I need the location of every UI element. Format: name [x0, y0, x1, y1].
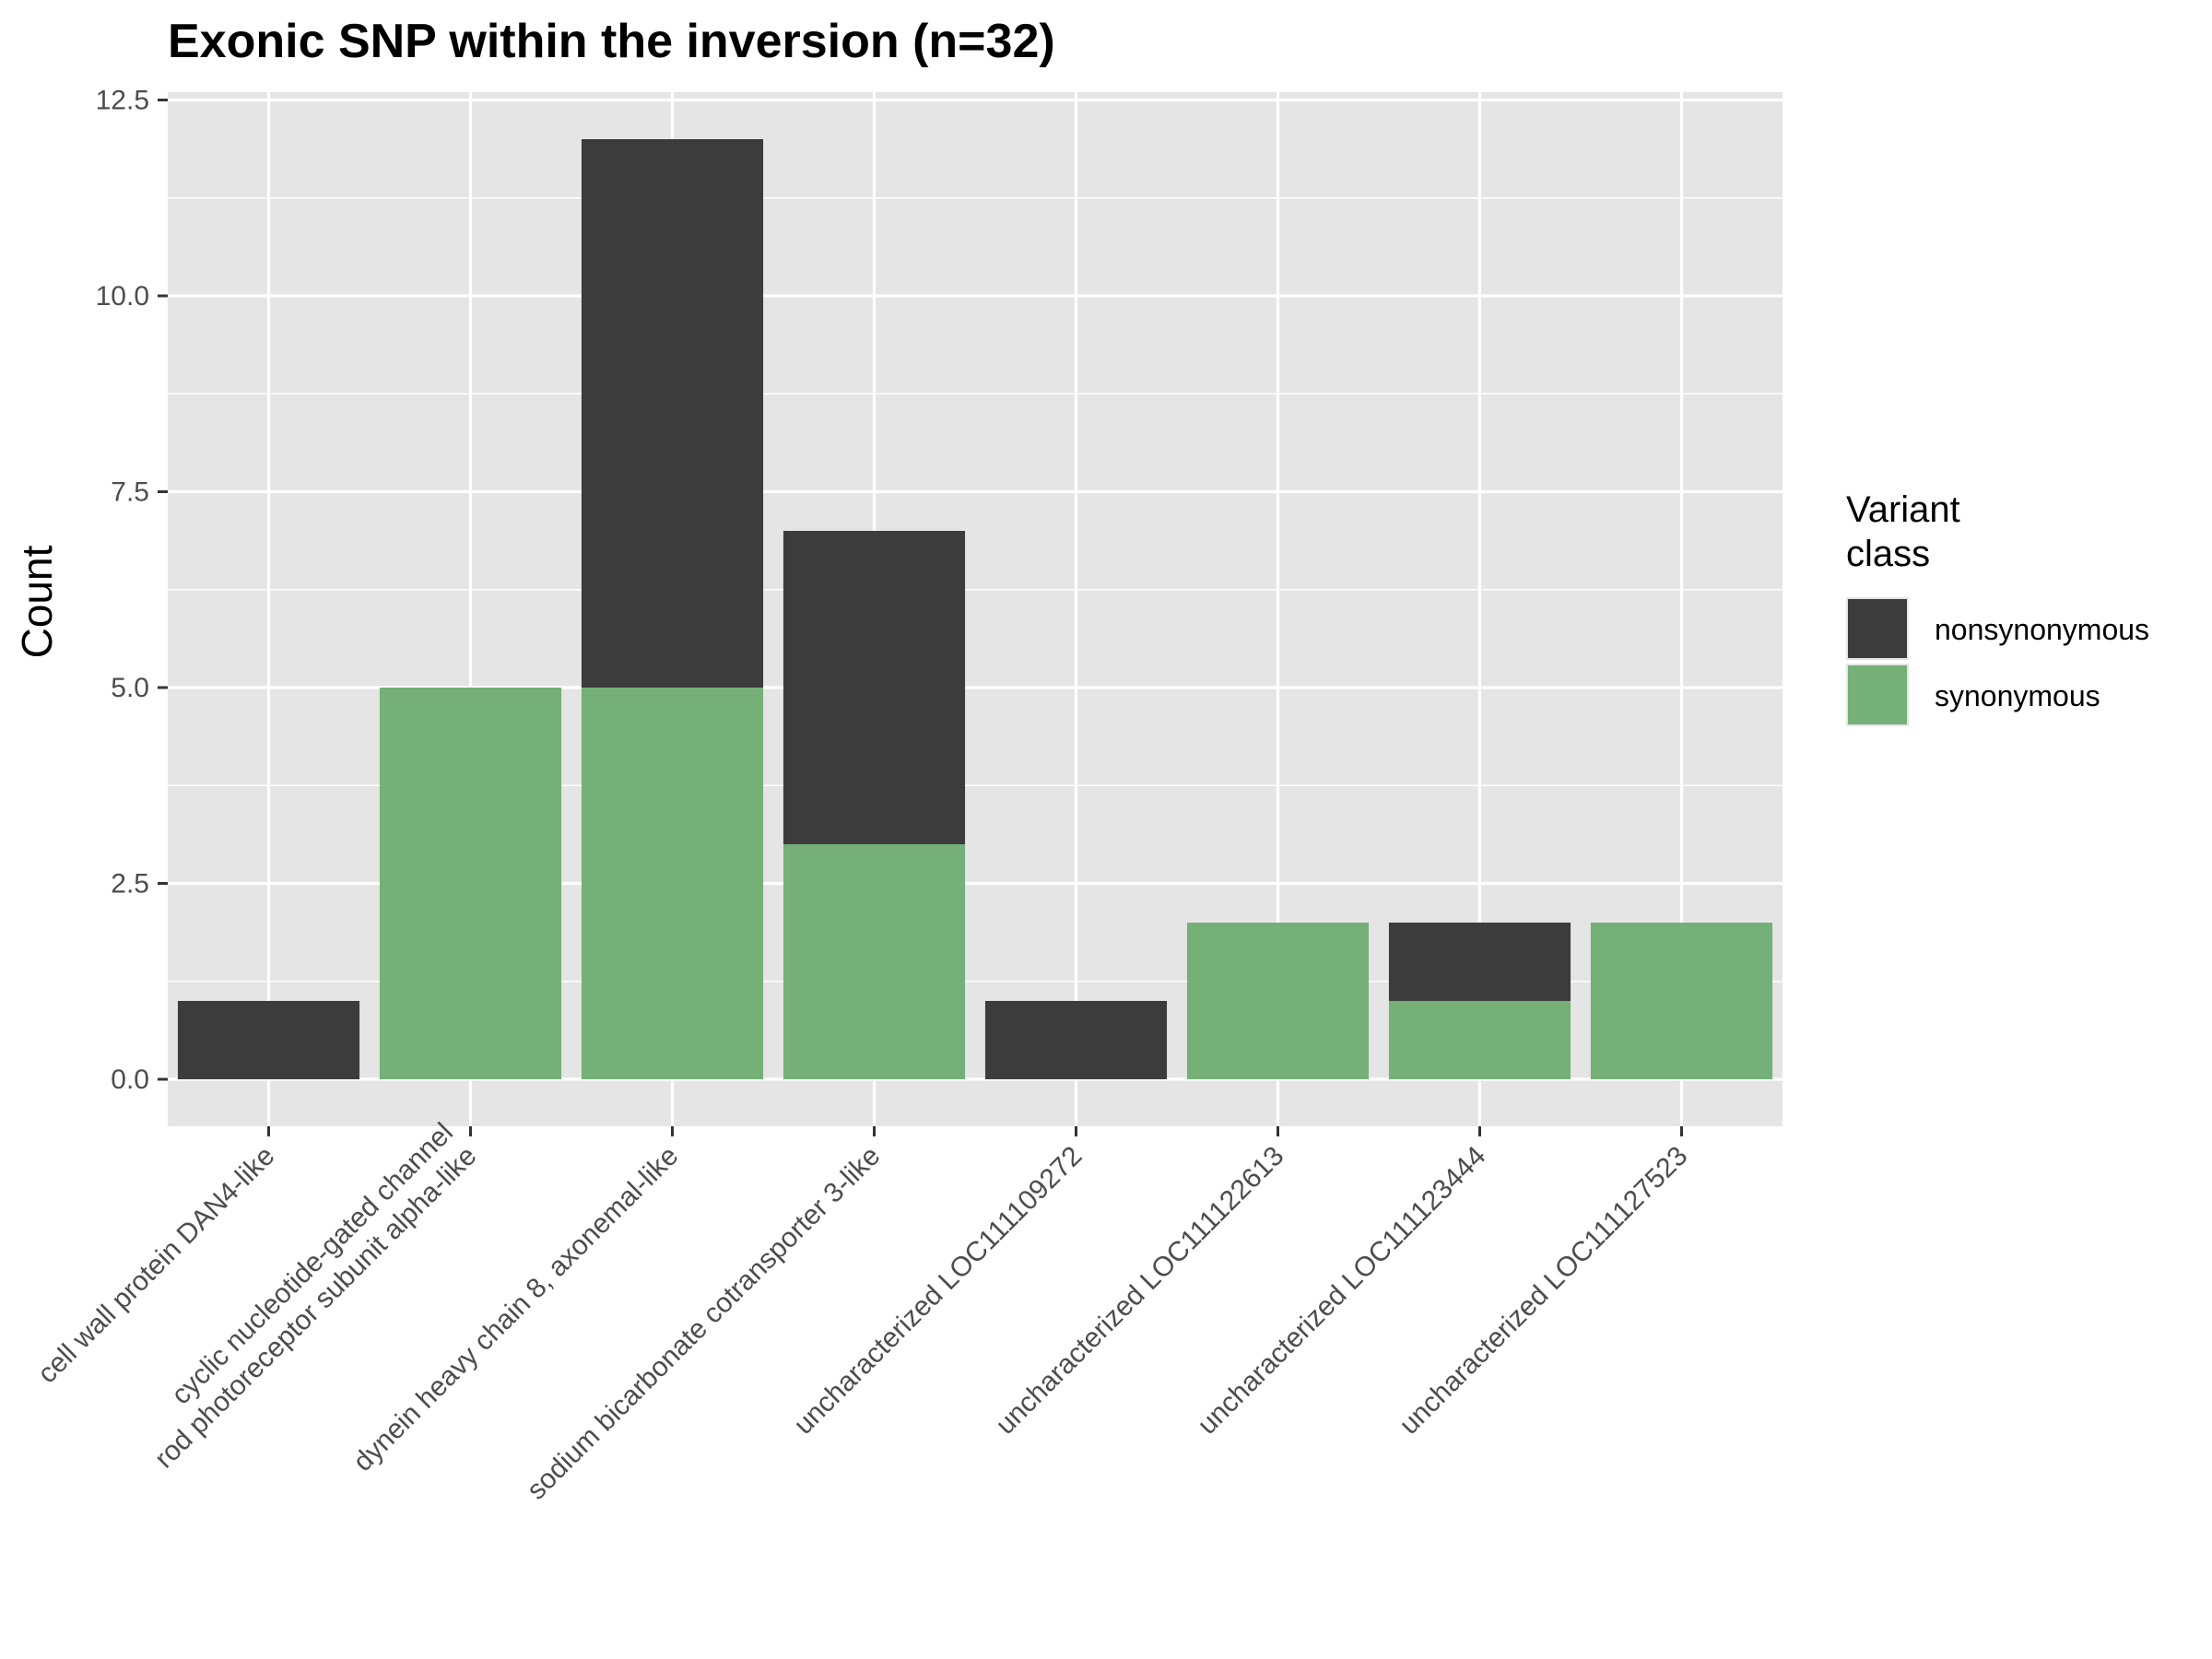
- chart-title: Exonic SNP within the inversion (n=32): [168, 15, 1055, 68]
- legend-label-synonymous: synonymous: [1935, 679, 2100, 712]
- legend-key-nonsynonymous: [1848, 599, 1907, 658]
- bar-segment-nonsynonymous: [177, 1001, 360, 1079]
- x-tick-label-line: cyclic nucleotide-gated channel: [166, 1117, 459, 1410]
- y-tick-label: 10.0: [96, 281, 149, 312]
- bar-segment-synonymous: [782, 844, 966, 1079]
- y-tick-label: 7.5: [111, 477, 149, 508]
- legend-title: class: [1846, 534, 1930, 574]
- bar-segment-synonymous: [379, 688, 562, 1079]
- y-tick-label: 0.0: [111, 1065, 149, 1095]
- bar-segment-synonymous: [1590, 923, 1773, 1079]
- bars: [177, 139, 1773, 1079]
- bar-segment-nonsynonymous: [1388, 923, 1571, 1001]
- legend-label-nonsynonymous: nonsynonymous: [1935, 613, 2149, 646]
- y-axis-title: Count: [13, 545, 61, 658]
- bar-segment-synonymous: [1388, 1001, 1571, 1079]
- x-tick-label-line: rod photoreceptor subunit alpha-like: [149, 1141, 483, 1475]
- bar-segment-nonsynonymous: [782, 531, 966, 844]
- legend-key-synonymous: [1848, 665, 1907, 724]
- y-tick-label: 2.5: [111, 869, 149, 900]
- legend-title: Variant: [1846, 489, 1960, 530]
- bar-segment-synonymous: [1186, 923, 1370, 1079]
- x-tick-label: cyclic nucleotide-gated channelrod photo…: [125, 1117, 482, 1474]
- bar-segment-nonsynonymous: [984, 1001, 1168, 1079]
- bar-segment-nonsynonymous: [581, 139, 764, 688]
- x-tick-label-line: sodium bicarbonate cotransporter 3-like: [522, 1141, 887, 1506]
- bar-segment-synonymous: [581, 688, 764, 1079]
- y-tick-label: 5.0: [111, 673, 149, 703]
- y-tick-label: 12.5: [96, 86, 149, 116]
- x-tick-label: sodium bicarbonate cotransporter 3-like: [522, 1141, 887, 1506]
